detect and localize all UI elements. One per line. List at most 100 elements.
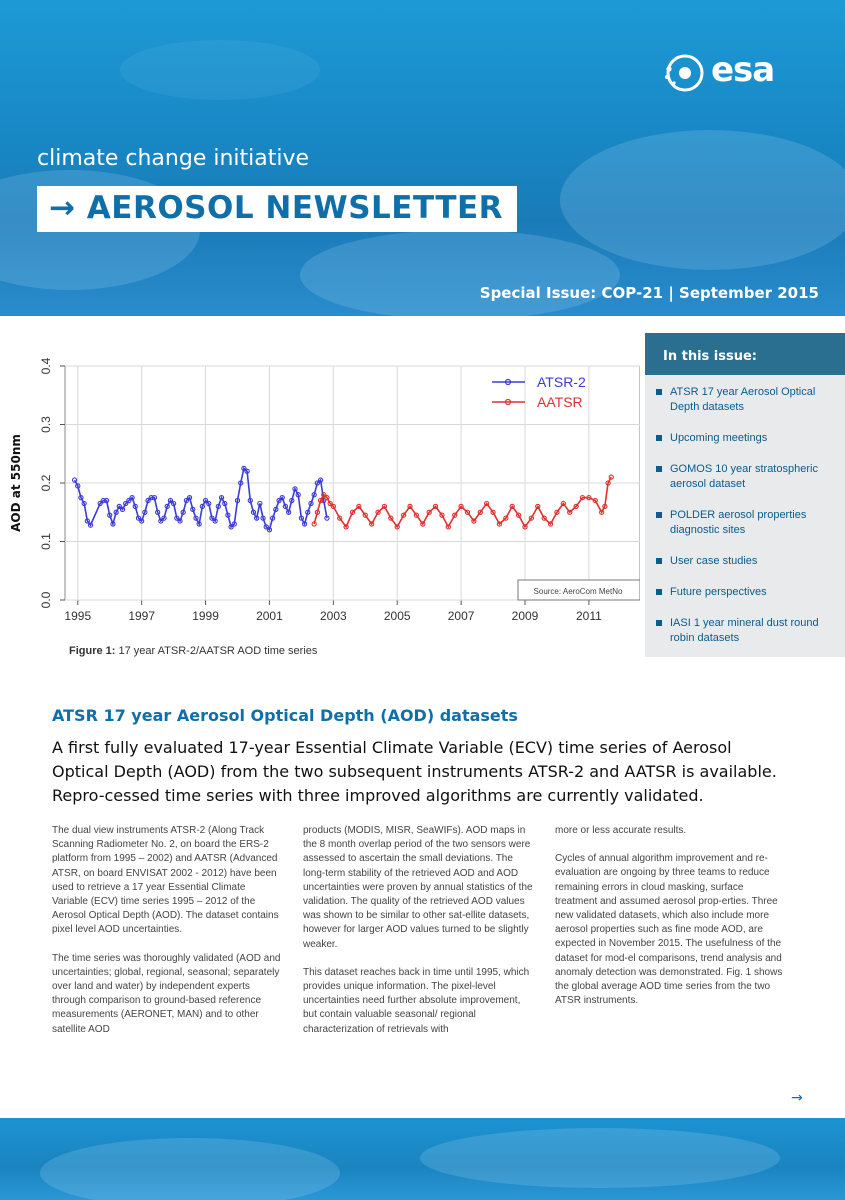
data-point bbox=[324, 494, 330, 501]
y-tick-label: 0.1 bbox=[39, 533, 53, 550]
header-banner: esa climate change initiative → AEROSOL … bbox=[0, 0, 845, 316]
data-point bbox=[206, 500, 212, 507]
article-title: ATSR 17 year Aerosol Optical Depth (AOD)… bbox=[52, 706, 518, 725]
sidebar-item-meetings[interactable]: Upcoming meetings bbox=[655, 431, 837, 446]
data-point bbox=[535, 503, 541, 510]
data-point bbox=[369, 521, 375, 527]
x-tick-label: 2007 bbox=[448, 609, 475, 623]
data-point bbox=[234, 497, 241, 504]
data-point bbox=[528, 515, 535, 521]
data-point bbox=[509, 503, 515, 510]
aod-time-series-chart: 1995 1997 1999 2001 2003 2005 2007 2009 2011 0.0 0… bbox=[9, 357, 640, 623]
data-point bbox=[81, 500, 87, 507]
sidebar-item-gomos[interactable]: GOMOS 10 year stratospheric aerosol data… bbox=[655, 462, 837, 492]
data-point bbox=[311, 521, 317, 527]
column-2-paragraph-1: products (MODIS, MISR, SeaWIFs). AOD map… bbox=[303, 825, 533, 950]
y-tick-label: 0.3 bbox=[39, 416, 53, 433]
data-point bbox=[135, 515, 142, 521]
data-point bbox=[148, 494, 154, 501]
legend-label-aatsr: AATSR bbox=[537, 394, 583, 410]
data-point bbox=[263, 524, 269, 530]
data-point bbox=[541, 515, 547, 521]
data-point bbox=[164, 503, 170, 510]
data-point bbox=[107, 512, 113, 518]
data-point bbox=[209, 515, 215, 521]
sidebar-item-atsr[interactable]: ATSR 17 year Aerosol Optical Depth datas… bbox=[655, 385, 837, 415]
column-2-paragraph-2: This dataset reaches back in time until … bbox=[303, 966, 530, 1035]
x-tick-label: 1999 bbox=[192, 609, 219, 623]
data-point bbox=[241, 465, 247, 472]
data-point bbox=[231, 521, 237, 527]
y-axis-label: AOD at 550nm bbox=[9, 434, 23, 532]
data-point bbox=[254, 515, 260, 521]
legend-label-atsr-2: ATSR-2 bbox=[537, 374, 586, 390]
data-point bbox=[496, 521, 503, 527]
next-page-arrow-icon[interactable]: → bbox=[791, 1090, 803, 1106]
x-tick-label: 1997 bbox=[128, 609, 155, 623]
sidebar-item-user-cases[interactable]: User case studies bbox=[655, 554, 837, 569]
article-column-3: more or less accurate results. Cycles of… bbox=[555, 824, 787, 1022]
data-point bbox=[327, 500, 333, 507]
data-point bbox=[84, 518, 91, 524]
column-3-paragraph-2: Cycles of annual algorithm improvement a… bbox=[555, 853, 783, 1007]
data-point bbox=[119, 506, 126, 512]
data-point bbox=[100, 497, 106, 504]
data-point bbox=[177, 518, 183, 524]
data-point bbox=[260, 515, 266, 521]
data-point bbox=[337, 515, 343, 521]
data-point bbox=[97, 500, 103, 507]
special-issue-label: Special Issue: COP-21 | September 2015 bbox=[479, 284, 819, 302]
data-point bbox=[295, 492, 301, 498]
data-point bbox=[308, 500, 314, 507]
x-tick-label: 2003 bbox=[320, 609, 347, 623]
data-point bbox=[321, 492, 327, 498]
data-point bbox=[349, 509, 356, 515]
y-tick-label: 0.0 bbox=[39, 591, 53, 608]
data-point bbox=[103, 497, 110, 504]
data-point bbox=[343, 524, 349, 530]
data-point bbox=[503, 515, 509, 521]
data-point bbox=[190, 506, 196, 512]
sidebar-list: ATSR 17 year Aerosol Optical Depth datas… bbox=[645, 375, 845, 646]
column-1-paragraph-2: The time series was thoroughly validated… bbox=[52, 952, 281, 1035]
data-point bbox=[174, 515, 180, 521]
x-tick-label: 2011 bbox=[576, 609, 602, 623]
data-point bbox=[142, 509, 148, 515]
data-point bbox=[161, 515, 167, 521]
data-point bbox=[477, 509, 483, 515]
data-point bbox=[432, 503, 439, 510]
data-point bbox=[222, 500, 228, 507]
data-point bbox=[273, 506, 279, 512]
data-point bbox=[244, 468, 250, 474]
data-point bbox=[186, 494, 193, 501]
data-point bbox=[445, 524, 451, 530]
data-point bbox=[298, 515, 305, 521]
sidebar-heading: In this issue: bbox=[645, 333, 845, 375]
x-tick-label: 2009 bbox=[512, 609, 539, 623]
data-point bbox=[605, 480, 611, 486]
sidebar-item-iasi[interactable]: IASI 1 year mineral dust round robin dat… bbox=[655, 616, 837, 646]
data-point bbox=[484, 500, 490, 507]
data-point bbox=[266, 527, 273, 533]
data-point bbox=[167, 497, 174, 504]
data-point bbox=[420, 521, 426, 527]
data-point bbox=[314, 509, 321, 515]
data-point bbox=[215, 503, 221, 510]
x-tick-label: 2005 bbox=[384, 609, 411, 623]
data-point bbox=[238, 480, 244, 486]
article-column-2: products (MODIS, MISR, SeaWIFs). AOD map… bbox=[303, 824, 535, 1051]
sidebar-item-future[interactable]: Future perspectives bbox=[655, 585, 837, 600]
esa-logo-text: esa bbox=[711, 50, 775, 90]
data-point bbox=[247, 497, 253, 504]
data-point bbox=[132, 503, 138, 510]
data-point bbox=[362, 512, 368, 518]
data-point bbox=[314, 480, 321, 486]
data-point bbox=[317, 497, 324, 504]
data-point bbox=[567, 509, 573, 515]
data-point bbox=[87, 522, 94, 528]
source-label: Source: AeroCom MetNo bbox=[534, 587, 623, 596]
series-line-aatsr bbox=[313, 476, 612, 529]
newsletter-title: → AEROSOL NEWSLETTER bbox=[49, 190, 503, 226]
data-point bbox=[154, 509, 161, 515]
sidebar-item-polder[interactable]: POLDER aerosol properties diagnostic sit… bbox=[655, 508, 837, 538]
